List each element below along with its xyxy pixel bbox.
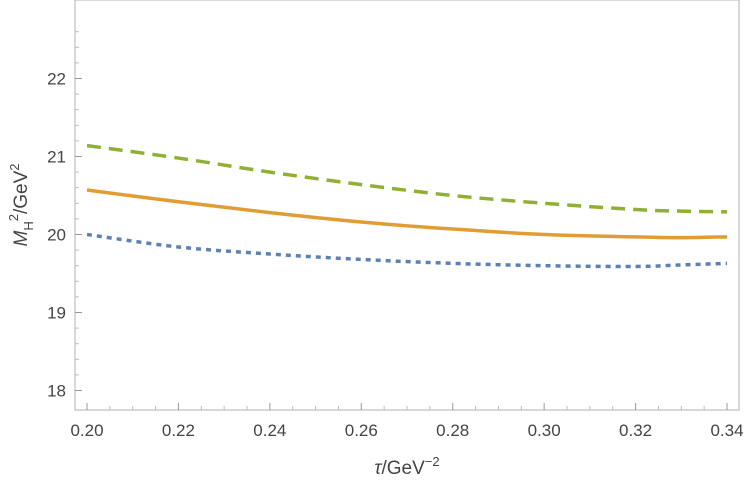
x-tick-label: 0.24	[253, 421, 286, 440]
x-tick-label: 0.30	[528, 421, 561, 440]
y-tick-label: 22	[47, 70, 66, 89]
series-layer	[86, 143, 728, 269]
y-tick-label: 19	[47, 304, 66, 323]
x-tick-label: 0.20	[70, 421, 103, 440]
y-tick-label: 20	[47, 226, 66, 245]
x-tick-label: 0.22	[162, 421, 195, 440]
series-line-dotted	[86, 232, 728, 269]
x-tick-label: 0.32	[619, 421, 652, 440]
x-axis-title: τ/GeV−2	[374, 454, 439, 479]
x-axis-ticks: 0.20 0.22 0.24 0.26 0.28 0.30 0.32 0.34	[70, 403, 744, 440]
y-axis-ticks: 18 19 20 21 22	[47, 31, 82, 401]
y-tick-label: 21	[47, 148, 66, 167]
y-axis-title: MH2/GeV2	[6, 164, 36, 247]
series-line-dashed	[86, 143, 728, 214]
x-tick-label: 0.28	[436, 421, 469, 440]
series-line-solid	[86, 188, 728, 240]
y-tick-label: 18	[47, 382, 66, 401]
plot-frame	[74, 0, 740, 411]
x-tick-label: 0.26	[345, 421, 378, 440]
x-tick-label: 0.34	[710, 421, 743, 440]
